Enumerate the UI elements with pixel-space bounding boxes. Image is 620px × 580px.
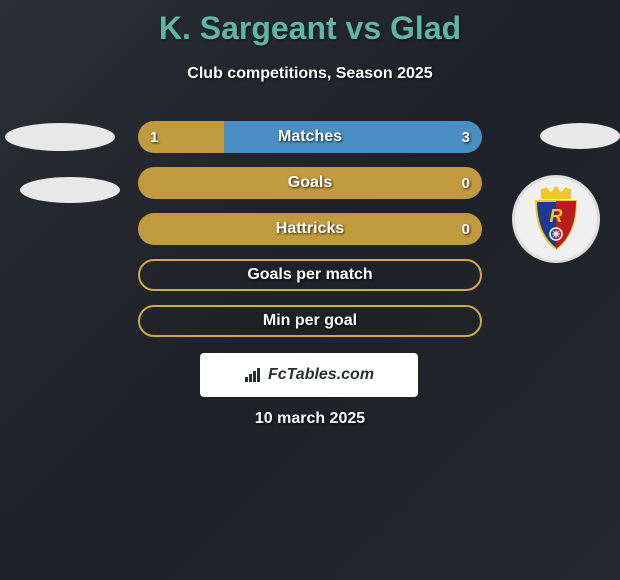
svg-text:R: R xyxy=(550,206,563,226)
stat-value-right: 0 xyxy=(462,175,470,192)
chart-icon xyxy=(244,367,264,383)
stat-bar-min-per-goal: Min per goal xyxy=(138,305,482,337)
team-logo-svg: R xyxy=(521,184,591,254)
stat-label: Goals xyxy=(288,174,332,192)
fctables-label: FcTables.com xyxy=(268,366,374,384)
stat-label: Min per goal xyxy=(263,312,357,330)
player-right-badge-1 xyxy=(540,123,620,149)
team-logo: R xyxy=(512,175,600,263)
fctables-badge[interactable]: FcTables.com xyxy=(200,353,418,397)
bar-fill-right xyxy=(224,121,482,153)
stat-bar-hattricks: Hattricks 0 xyxy=(138,213,482,245)
stat-label: Goals per match xyxy=(247,266,372,284)
stat-label: Hattricks xyxy=(276,220,344,238)
player-left-badge-1 xyxy=(5,123,115,151)
stat-bar-matches: Matches 1 3 xyxy=(138,121,482,153)
player-left-badge-2 xyxy=(20,177,120,203)
stats-container: Matches 1 3 Goals 0 Hattricks 0 Goals per match… xyxy=(138,121,482,351)
stat-value-right: 3 xyxy=(462,129,470,146)
stat-bar-goals-per-match: Goals per match xyxy=(138,259,482,291)
stat-bar-goals: Goals 0 xyxy=(138,167,482,199)
stat-value-right: 0 xyxy=(462,221,470,238)
stat-label: Matches xyxy=(278,128,342,146)
stat-value-left: 1 xyxy=(150,129,158,146)
subtitle: Club competitions, Season 2025 xyxy=(0,65,620,83)
date-label: 10 march 2025 xyxy=(255,410,365,428)
page-title: K. Sargeant vs Glad xyxy=(0,0,620,47)
